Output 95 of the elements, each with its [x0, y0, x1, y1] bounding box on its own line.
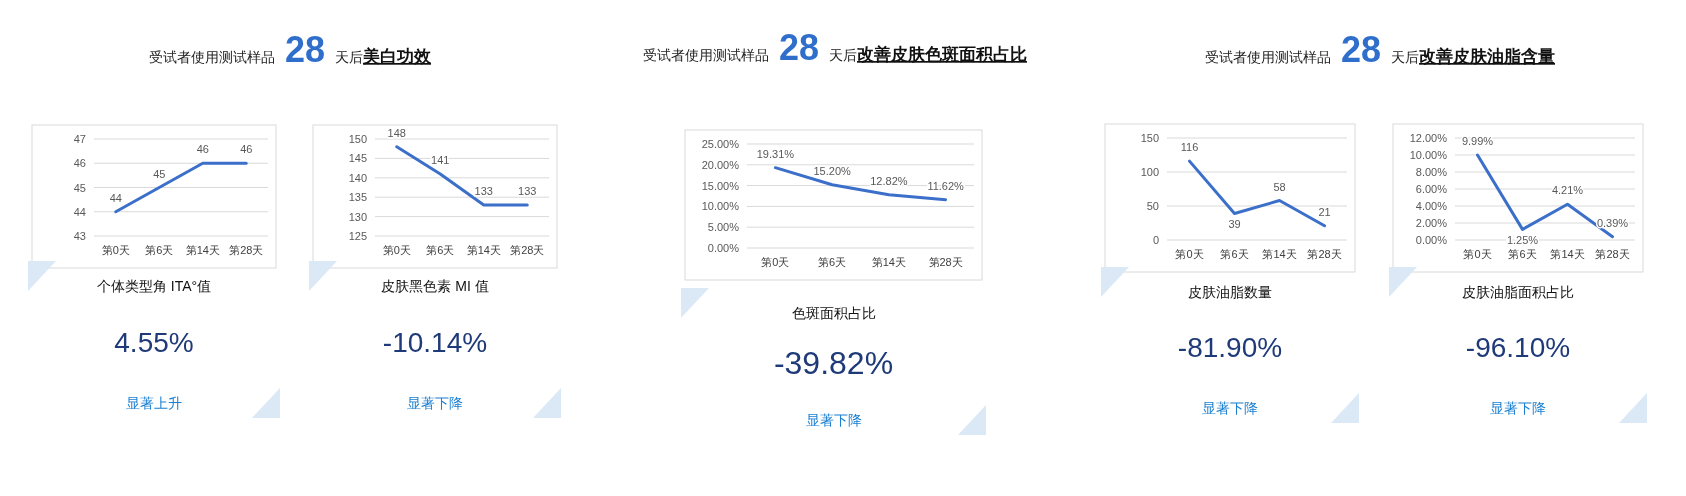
- text: 受试者使用测试样品: [1204, 49, 1331, 65]
- x-tick-label: 第28天: [928, 256, 963, 268]
- data-label: 58: [1273, 180, 1286, 193]
- y-tick-label: 0: [1152, 234, 1159, 246]
- text: 天后: [1391, 49, 1420, 65]
- x-tick-label: 第14天: [1550, 248, 1585, 260]
- text: -81.90%: [1177, 332, 1283, 363]
- x-axis-title: 皮肤黑色素 MI 值: [381, 278, 489, 294]
- x-tick-label: 第14天: [185, 244, 220, 256]
- x-axis-title: 色斑面积占比: [791, 305, 876, 321]
- x-tick-label: 第6天: [818, 256, 847, 268]
- x-tick-label: 第0天: [761, 256, 790, 268]
- x-tick-label: 第6天: [426, 244, 455, 256]
- x-tick-label: 第0天: [1463, 248, 1492, 260]
- data-label: 133: [518, 184, 537, 197]
- x-tick-label: 第14天: [871, 256, 906, 268]
- y-tick-label: 150: [348, 133, 367, 145]
- text: -10.14%: [382, 327, 488, 358]
- text: 改善皮肤油脂含量: [1419, 46, 1556, 66]
- text: 天后: [829, 47, 858, 63]
- y-tick-label: 130: [348, 210, 367, 223]
- x-tick-label: 第0天: [382, 244, 411, 256]
- y-tick-label: 2.00%: [1415, 217, 1448, 229]
- y-tick-label: 5.00%: [707, 221, 740, 234]
- data-label: 141: [431, 153, 450, 166]
- y-tick-label: 140: [348, 171, 367, 184]
- data-label: 148: [387, 126, 406, 139]
- y-tick-label: 47: [73, 133, 86, 145]
- y-tick-label: 46: [73, 157, 86, 170]
- x-tick-label: 第6天: [1508, 248, 1537, 260]
- y-tick-label: 150: [1140, 132, 1159, 144]
- text: 受试者使用测试样品: [642, 47, 769, 63]
- data-label: 46: [240, 143, 253, 156]
- y-tick-label: 10.00%: [701, 200, 740, 213]
- y-tick-label: 4.00%: [1415, 200, 1448, 212]
- y-tick-label: 15.00%: [701, 179, 740, 192]
- data-label: 44: [109, 191, 122, 204]
- data-label: 0.39%: [1596, 216, 1629, 229]
- x-tick-label: 第0天: [1175, 248, 1204, 260]
- y-tick-label: 100: [1140, 166, 1159, 178]
- data-label: 46: [196, 143, 209, 156]
- x-tick-label: 第28天: [1595, 248, 1630, 260]
- data-label: 116: [1180, 141, 1199, 154]
- y-tick-label: 135: [348, 191, 367, 204]
- x-tick-label: 第0天: [101, 244, 130, 256]
- text: -96.10%: [1465, 332, 1571, 363]
- data-label: 45: [153, 167, 166, 180]
- text: 显著下降: [407, 395, 463, 411]
- y-tick-label: 25.00%: [701, 138, 740, 150]
- x-axis-title: 个体类型角 ITA°值: [96, 278, 212, 294]
- text: 28: [778, 27, 820, 68]
- y-tick-label: 0.00%: [1415, 234, 1448, 246]
- y-tick-label: 50: [1146, 200, 1159, 212]
- data-label: 12.82%: [870, 174, 908, 187]
- x-tick-label: 第28天: [1307, 248, 1342, 260]
- y-tick-label: 20.00%: [701, 158, 740, 171]
- y-tick-label: 145: [348, 152, 367, 165]
- data-label: 1.25%: [1506, 234, 1539, 247]
- data-label: 19.31%: [756, 147, 795, 160]
- y-tick-label: 44: [73, 205, 86, 218]
- text: 28: [284, 29, 326, 70]
- x-tick-label: 第28天: [229, 244, 264, 256]
- text: 改善皮肤色斑面积占比: [857, 44, 1028, 64]
- data-label: 11.62%: [927, 179, 965, 192]
- data-label: 39: [1228, 218, 1241, 231]
- y-tick-label: 8.00%: [1415, 166, 1448, 178]
- text: 天后: [335, 49, 364, 65]
- data-label: 21: [1318, 205, 1331, 218]
- text: 显著下降: [805, 412, 862, 428]
- x-axis-title: 皮肤油脂数量: [1188, 284, 1272, 300]
- y-tick-label: 125: [348, 230, 367, 242]
- text: 美白功效: [362, 47, 433, 66]
- text: 28: [1340, 29, 1382, 70]
- y-tick-label: 43: [73, 230, 86, 242]
- y-tick-label: 10.00%: [1409, 149, 1448, 161]
- data-label: 15.20%: [813, 164, 851, 177]
- text: -39.82%: [773, 345, 894, 381]
- text: 显著下降: [1202, 400, 1258, 416]
- y-tick-label: 45: [73, 181, 86, 194]
- x-tick-label: 第6天: [145, 244, 174, 256]
- y-tick-label: 6.00%: [1415, 183, 1448, 195]
- data-label: 4.21%: [1551, 184, 1584, 197]
- y-tick-label: 0.00%: [707, 242, 740, 254]
- text: 4.55%: [114, 327, 194, 358]
- x-tick-label: 第6天: [1220, 248, 1249, 260]
- data-label: 133: [474, 184, 493, 197]
- y-tick-label: 12.00%: [1409, 132, 1448, 144]
- x-axis-title: 皮肤油脂面积占比: [1462, 284, 1574, 300]
- x-tick-label: 第14天: [1262, 248, 1297, 260]
- x-tick-label: 第28天: [510, 244, 545, 256]
- x-tick-label: 第14天: [466, 244, 501, 256]
- data-label: 9.99%: [1461, 135, 1494, 148]
- text: 显著上升: [126, 395, 182, 411]
- text: 受试者使用测试样品: [148, 49, 275, 65]
- text: 显著下降: [1490, 400, 1546, 416]
